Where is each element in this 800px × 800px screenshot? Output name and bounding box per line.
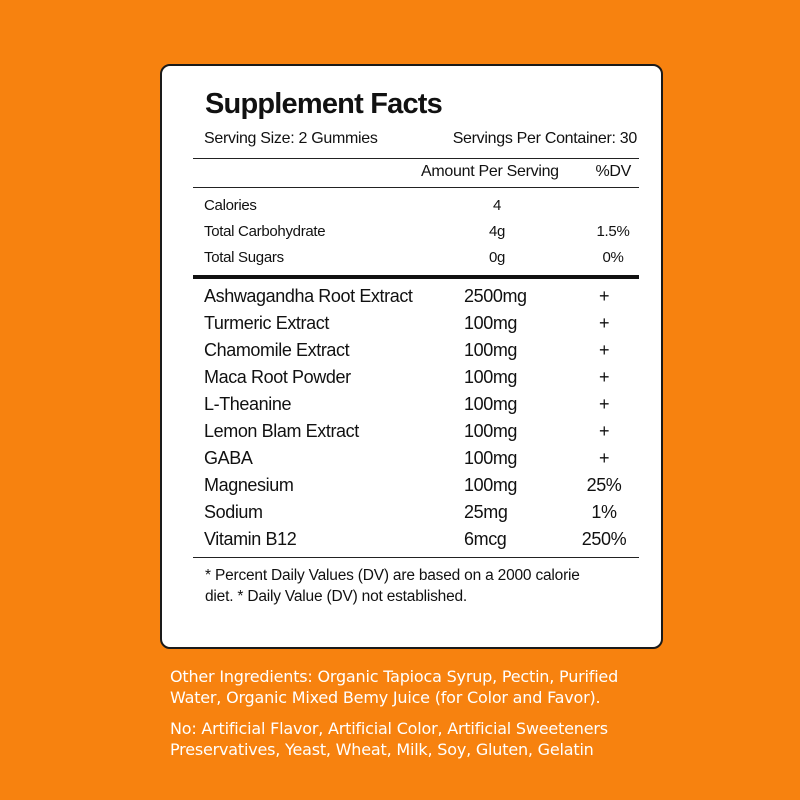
thick-divider [193,275,639,279]
ingredient-name: Ashwagandha Root Extract [204,286,413,306]
ingredient-row: Lemon Blam Extract 100mg + [193,417,639,444]
ingredient-row: Magnesium 100mg 25% [193,471,639,498]
ingredient-row: Turmeric Extract 100mg + [193,309,639,336]
ingredient-amount: 100mg [464,367,518,387]
divider [193,187,639,188]
supplement-facts-table: Supplement Facts Serving Size: 2 Gummies… [193,85,639,607]
ingredient-amount: 100mg [464,475,518,495]
ingredient-name: L-Theanine [204,394,292,414]
ingredient-name: GABA [204,448,253,468]
ingredient-name: Lemon Blam Extract [204,421,359,441]
ingredient-amount: 2500mg [464,286,527,306]
nutrient-name: Total Sugars [204,249,284,266]
nutrient-dv: 0% [602,249,624,266]
ingredient-row: Vitamin B12 6mcg 250% [193,525,639,552]
ingredient-name: Turmeric Extract [204,313,329,333]
ingredient-dv: 250% [581,529,627,549]
other-ingredients-line: Other Ingredients: Organic Tapioca Syrup… [170,667,619,686]
exclusions-line: Preservatives, Yeast, Wheat, Milk, Soy, … [170,740,594,759]
ingredient-dv: + [598,394,610,414]
ingredient-row: Chamomile Extract 100mg + [193,336,639,363]
ingredient-name: Vitamin B12 [204,529,297,549]
supplement-facts-panel: Supplement Facts Serving Size: 2 Gummies… [160,64,663,649]
dv-footnote: * Percent Daily Values (DV) are based on… [193,558,639,607]
divider [193,158,639,159]
nutrient-amount: 4 [492,197,502,214]
ingredient-name: Maca Root Powder [204,367,351,387]
ingredient-name: Chamomile Extract [204,340,350,360]
ingredient-amount: 100mg [464,313,518,333]
ingredient-row: Sodium 25mg 1% [193,498,639,525]
column-header-row: Amount Per Serving %DV [193,159,639,187]
serving-info-row: Serving Size: 2 Gummies Servings Per Con… [193,123,639,158]
other-ingredients-line: Water, Organic Mixed Bemy Juice (for Col… [170,688,601,707]
ingredient-dv: + [598,340,610,360]
other-ingredients: Other Ingredients: Organic Tapioca Syrup… [170,666,690,708]
ingredient-dv: + [598,286,610,306]
ingredient-list: Ashwagandha Root Extract 2500mg + Turmer… [193,279,639,557]
ingredient-dv: + [598,367,610,387]
ingredient-amount: 100mg [464,448,518,468]
panel-title: Supplement Facts [205,88,443,120]
servings-per-container: Servings Per Container: 30 [452,130,638,147]
amount-per-serving-header: Amount Per Serving [421,163,559,180]
nutrient-name: Total Carbohydrate [204,223,326,240]
ingredient-name: Magnesium [204,475,294,495]
ingredient-dv: 1% [591,502,617,522]
divider [193,557,639,558]
ingredient-row: Maca Root Powder 100mg + [193,363,639,390]
serving-size: Serving Size: 2 Gummies [204,130,378,147]
exclusions: No: Artificial Flavor, Artificial Color,… [170,718,690,760]
ingredients-notes: Other Ingredients: Organic Tapioca Syrup… [170,666,690,770]
footnote-line: * Percent Daily Values (DV) are based on… [205,567,580,584]
ingredient-name: Sodium [204,502,263,522]
dv-header: %DV [595,163,631,180]
ingredient-dv: 25% [586,475,622,495]
exclusions-line: No: Artificial Flavor, Artificial Color,… [170,719,608,738]
ingredient-amount: 100mg [464,421,518,441]
nutrient-name: Calories [204,197,257,214]
ingredient-amount: 100mg [464,394,518,414]
ingredient-row: GABA 100mg + [193,444,639,471]
ingredient-row: L-Theanine 100mg + [193,390,639,417]
nutrient-amount: 0g [488,249,506,266]
ingredient-row: Ashwagandha Root Extract 2500mg + [193,282,639,309]
nutrient-row-sugars: Total Sugars 0g 0% [193,245,639,271]
ingredient-amount: 6mcg [464,529,507,549]
ingredient-dv: + [598,448,610,468]
nutrient-amount: 4g [488,223,506,240]
nutrient-row-carbohydrate: Total Carbohydrate 4g 1.5% [193,219,639,245]
basic-nutrients: Calories 4 Total Carbohydrate 4g 1.5% To… [193,188,639,275]
nutrient-dv: 1.5% [596,223,630,240]
nutrient-row-calories: Calories 4 [193,193,639,219]
ingredient-amount: 100mg [464,340,518,360]
footnote-line: diet. * Daily Value (DV) not established… [205,588,468,605]
ingredient-dv: + [598,421,610,441]
ingredient-amount: 25mg [464,502,508,522]
ingredient-dv: + [598,313,610,333]
